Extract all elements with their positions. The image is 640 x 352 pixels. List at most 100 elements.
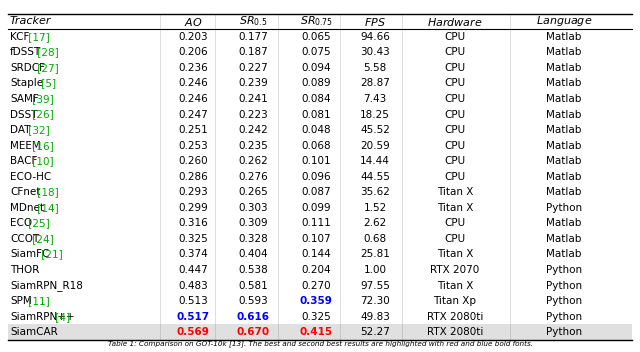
Bar	[8, 325, 632, 340]
Text: 0.581: 0.581	[238, 281, 268, 290]
Text: [39]: [39]	[29, 94, 54, 104]
Text: 0.68: 0.68	[364, 234, 387, 244]
Text: Python: Python	[546, 312, 582, 322]
Text: 0.203: 0.203	[178, 32, 208, 42]
Text: CFnet: CFnet	[10, 187, 40, 197]
Text: Matlab: Matlab	[547, 156, 582, 166]
Text: $Hardware$: $Hardware$	[427, 15, 483, 27]
Text: [27]: [27]	[34, 63, 58, 73]
Text: 35.62: 35.62	[360, 187, 390, 197]
Text: CPU: CPU	[444, 218, 465, 228]
Text: CPU: CPU	[444, 47, 465, 57]
Text: [17]: [17]	[25, 32, 49, 42]
Text: Tracker: Tracker	[10, 17, 51, 26]
Text: 0.447: 0.447	[178, 265, 208, 275]
Text: 0.260: 0.260	[178, 156, 208, 166]
Text: 0.616: 0.616	[237, 312, 269, 322]
Text: [28]: [28]	[34, 47, 58, 57]
Text: $Language$: $Language$	[536, 14, 592, 29]
Text: 45.52: 45.52	[360, 125, 390, 135]
Text: $FPS$: $FPS$	[364, 15, 386, 27]
Text: 28.87: 28.87	[360, 78, 390, 88]
Text: 0.111: 0.111	[301, 218, 331, 228]
Text: SiamFC: SiamFC	[10, 250, 49, 259]
Text: 0.328: 0.328	[238, 234, 268, 244]
Text: SiamRPN_R18: SiamRPN_R18	[10, 280, 83, 291]
Text: 72.30: 72.30	[360, 296, 390, 306]
Text: 0.569: 0.569	[177, 327, 209, 337]
Text: 14.44: 14.44	[360, 156, 390, 166]
Text: 0.262: 0.262	[238, 156, 268, 166]
Text: 0.246: 0.246	[178, 78, 208, 88]
Text: 0.270: 0.270	[301, 281, 331, 290]
Text: Titan X: Titan X	[437, 250, 473, 259]
Text: 0.096: 0.096	[301, 172, 331, 182]
Text: Matlab: Matlab	[547, 250, 582, 259]
Text: 0.075: 0.075	[301, 47, 331, 57]
Text: 0.517: 0.517	[177, 312, 209, 322]
Text: 0.081: 0.081	[301, 109, 331, 120]
Text: Matlab: Matlab	[547, 125, 582, 135]
Text: 7.43: 7.43	[364, 94, 387, 104]
Text: 94.66: 94.66	[360, 32, 390, 42]
Text: 0.404: 0.404	[238, 250, 268, 259]
Text: 0.253: 0.253	[178, 141, 208, 151]
Text: 0.206: 0.206	[178, 47, 208, 57]
Text: 0.187: 0.187	[238, 47, 268, 57]
Text: [18]: [18]	[34, 187, 58, 197]
Text: 0.084: 0.084	[301, 94, 331, 104]
Text: [4]: [4]	[52, 312, 70, 322]
Text: 0.293: 0.293	[178, 187, 208, 197]
Text: 20.59: 20.59	[360, 141, 390, 151]
Text: CPU: CPU	[444, 78, 465, 88]
Text: Matlab: Matlab	[547, 141, 582, 151]
Text: 0.325: 0.325	[178, 234, 208, 244]
Text: 0.144: 0.144	[301, 250, 331, 259]
Text: MEEM: MEEM	[10, 141, 41, 151]
Text: CPU: CPU	[444, 141, 465, 151]
Text: CPU: CPU	[444, 32, 465, 42]
Text: SiamRPN++: SiamRPN++	[10, 312, 74, 322]
Text: CPU: CPU	[444, 172, 465, 182]
Text: [16]: [16]	[29, 141, 54, 151]
Text: Matlab: Matlab	[547, 187, 582, 197]
Text: 0.246: 0.246	[178, 94, 208, 104]
Text: CPU: CPU	[444, 109, 465, 120]
Text: 0.316: 0.316	[178, 218, 208, 228]
Text: 0.089: 0.089	[301, 78, 331, 88]
Text: 0.068: 0.068	[301, 141, 331, 151]
Text: 0.247: 0.247	[178, 109, 208, 120]
Text: ECO: ECO	[10, 218, 32, 228]
Text: Titan X: Titan X	[437, 187, 473, 197]
Text: 30.43: 30.43	[360, 47, 390, 57]
Text: $AO$: $AO$	[184, 15, 202, 27]
Text: 0.239: 0.239	[238, 78, 268, 88]
Text: MDnet: MDnet	[10, 203, 44, 213]
Text: SPM: SPM	[10, 296, 32, 306]
Text: [21]: [21]	[38, 250, 63, 259]
Text: 0.483: 0.483	[178, 281, 208, 290]
Text: [26]: [26]	[29, 109, 54, 120]
Text: 0.087: 0.087	[301, 187, 331, 197]
Text: CPU: CPU	[444, 125, 465, 135]
Text: Matlab: Matlab	[547, 47, 582, 57]
Text: [5]: [5]	[38, 78, 56, 88]
Text: 0.325: 0.325	[301, 312, 331, 322]
Text: Matlab: Matlab	[547, 32, 582, 42]
Text: [25]: [25]	[25, 218, 49, 228]
Text: 0.101: 0.101	[301, 156, 331, 166]
Text: 2.62: 2.62	[364, 218, 387, 228]
Text: RTX 2080ti: RTX 2080ti	[427, 327, 483, 337]
Text: ECO-HC: ECO-HC	[10, 172, 51, 182]
Text: 0.235: 0.235	[238, 141, 268, 151]
Text: THOR: THOR	[10, 265, 40, 275]
Text: 5.58: 5.58	[364, 63, 387, 73]
Text: SiamCAR: SiamCAR	[10, 327, 58, 337]
Text: DAT: DAT	[10, 125, 31, 135]
Text: BACF: BACF	[10, 156, 37, 166]
Text: Matlab: Matlab	[547, 94, 582, 104]
Text: RTX 2070: RTX 2070	[430, 265, 479, 275]
Text: [14]: [14]	[34, 203, 58, 213]
Text: 0.204: 0.204	[301, 265, 331, 275]
Text: CPU: CPU	[444, 234, 465, 244]
